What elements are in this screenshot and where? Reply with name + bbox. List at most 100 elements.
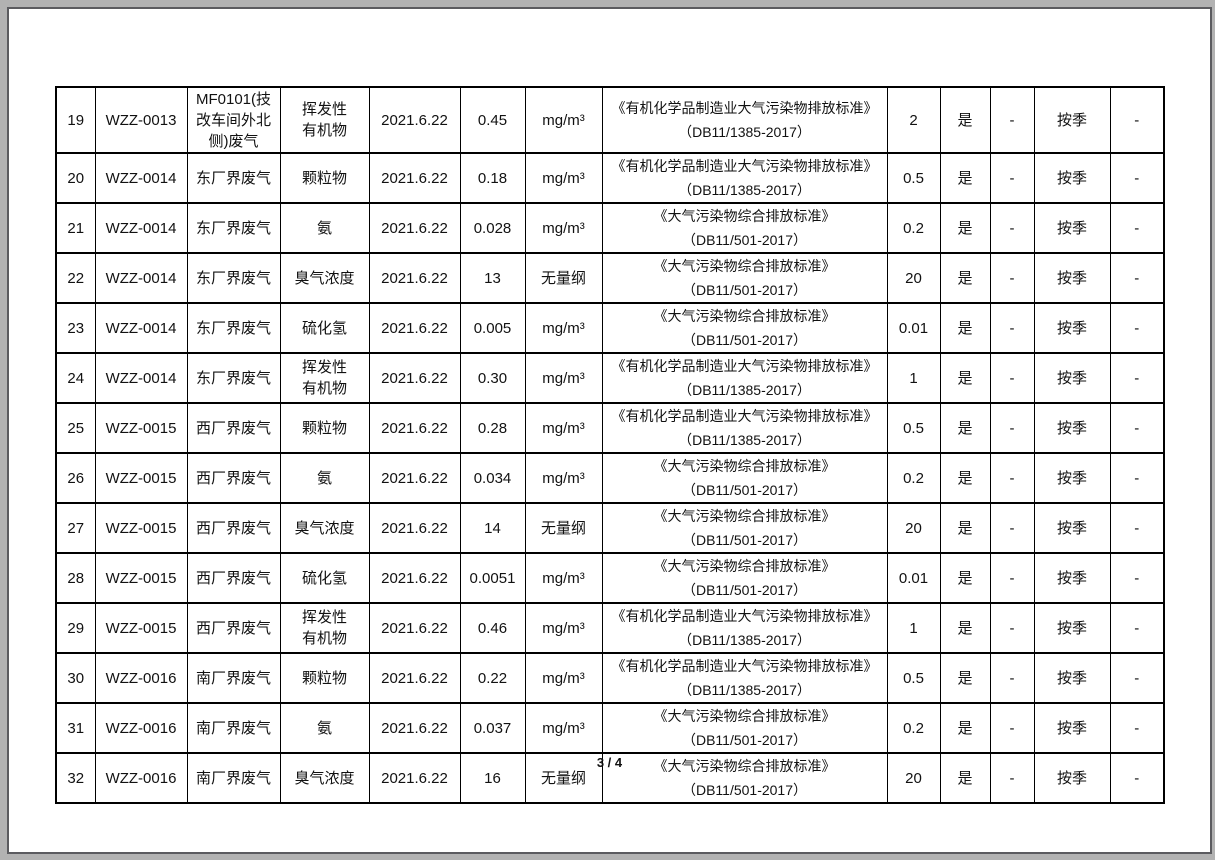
cell-compliant: 是 bbox=[939, 402, 991, 454]
cell-standard: 《有机化学品制造业大气污染物排放标准》 （DB11/1385-2017） bbox=[601, 152, 888, 204]
cell-frequency: 按季 bbox=[1033, 752, 1111, 804]
cell-no: 25 bbox=[55, 402, 96, 454]
cell-no: 26 bbox=[55, 452, 96, 504]
cell-code: WZZ-0014 bbox=[94, 252, 188, 304]
cell-dash2: - bbox=[1109, 352, 1165, 404]
cell-pollutant: 臭气浓度 bbox=[279, 252, 370, 304]
cell-dash1: - bbox=[989, 552, 1035, 604]
cell-unit: mg/m³ bbox=[524, 402, 603, 454]
cell-no: 30 bbox=[55, 652, 96, 704]
monitoring-results-table: 19 WZZ-0013 MF0101(技 改车间外北 侧)废气 挥发性 有机物 2021… bbox=[55, 86, 1165, 804]
cell-dash2: - bbox=[1109, 302, 1165, 354]
cell-frequency: 按季 bbox=[1033, 86, 1111, 154]
cell-no: 21 bbox=[55, 202, 96, 254]
cell-no: 24 bbox=[55, 352, 96, 404]
cell-location: 西厂界废气 bbox=[186, 502, 281, 554]
cell-dash1: - bbox=[989, 352, 1035, 404]
cell-value: 0.28 bbox=[459, 402, 526, 454]
cell-pollutant: 氨 bbox=[279, 702, 370, 754]
cell-code: WZZ-0014 bbox=[94, 152, 188, 204]
table-row: 22 WZZ-0014 东厂界废气 臭气浓度 2021.6.22 13 无量纲 《大气污染物综… bbox=[55, 252, 1165, 304]
cell-unit: mg/m³ bbox=[524, 302, 603, 354]
table-row: 26 WZZ-0015 西厂界废气氨 2021.6.22 0.034 mg/m³ 《大气污染… bbox=[55, 452, 1165, 504]
cell-code: WZZ-0015 bbox=[94, 402, 188, 454]
table-row: 21 WZZ-0014 东厂界废气氨 2021.6.22 0.028 mg/m³ 《大气污染… bbox=[55, 202, 1165, 254]
cell-frequency: 按季 bbox=[1033, 402, 1111, 454]
cell-unit: 无量纲 bbox=[524, 252, 603, 304]
cell-limit: 0.01 bbox=[886, 552, 941, 604]
cell-pollutant: 氨 bbox=[279, 452, 370, 504]
cell-no: 29 bbox=[55, 602, 96, 654]
cell-standard: 《大气污染物综合排放标准》 （DB11/501-2017） bbox=[601, 202, 888, 254]
cell-dash1: - bbox=[989, 86, 1035, 154]
cell-frequency: 按季 bbox=[1033, 652, 1111, 704]
table-row: 19 WZZ-0013 MF0101(技 改车间外北 侧)废气 挥发性 有机物 2021… bbox=[55, 86, 1165, 154]
cell-date: 2021.6.22 bbox=[368, 252, 461, 304]
cell-code: WZZ-0014 bbox=[94, 302, 188, 354]
cell-standard: 《大气污染物综合排放标准》 （DB11/501-2017） bbox=[601, 752, 888, 804]
cell-dash1: - bbox=[989, 602, 1035, 654]
cell-frequency: 按季 bbox=[1033, 502, 1111, 554]
cell-no: 22 bbox=[55, 252, 96, 304]
cell-unit: 无量纲 bbox=[524, 502, 603, 554]
cell-value: 0.45 bbox=[459, 86, 526, 154]
cell-standard: 《大气污染物综合排放标准》 （DB11/501-2017） bbox=[601, 702, 888, 754]
document-page: 19 WZZ-0013 MF0101(技 改车间外北 侧)废气 挥发性 有机物 2021… bbox=[7, 7, 1212, 854]
cell-compliant: 是 bbox=[939, 86, 991, 154]
cell-frequency: 按季 bbox=[1033, 252, 1111, 304]
cell-compliant: 是 bbox=[939, 302, 991, 354]
cell-value: 0.30 bbox=[459, 352, 526, 404]
cell-limit: 0.2 bbox=[886, 702, 941, 754]
cell-date: 2021.6.22 bbox=[368, 402, 461, 454]
cell-code: WZZ-0015 bbox=[94, 502, 188, 554]
table-row: 24 WZZ-0014 东厂界废气 挥发性 有机物 2021.6.22 0.30 mg/m³… bbox=[55, 352, 1165, 404]
cell-dash1: - bbox=[989, 452, 1035, 504]
cell-limit: 20 bbox=[886, 252, 941, 304]
cell-value: 13 bbox=[459, 252, 526, 304]
cell-pollutant: 氨 bbox=[279, 202, 370, 254]
cell-value: 0.46 bbox=[459, 602, 526, 654]
cell-code: WZZ-0015 bbox=[94, 602, 188, 654]
cell-location: 西厂界废气 bbox=[186, 402, 281, 454]
cell-unit: mg/m³ bbox=[524, 652, 603, 704]
cell-limit: 1 bbox=[886, 352, 941, 404]
cell-dash2: - bbox=[1109, 402, 1165, 454]
cell-location: 东厂界废气 bbox=[186, 302, 281, 354]
table-row: 23 WZZ-0014 东厂界废气 硫化氢 2021.6.22 0.005 mg/m³ 《大气… bbox=[55, 302, 1165, 354]
cell-frequency: 按季 bbox=[1033, 352, 1111, 404]
cell-compliant: 是 bbox=[939, 452, 991, 504]
cell-pollutant: 挥发性 有机物 bbox=[279, 86, 370, 154]
cell-unit: 无量纲 bbox=[524, 752, 603, 804]
cell-value: 0.034 bbox=[459, 452, 526, 504]
cell-code: WZZ-0016 bbox=[94, 702, 188, 754]
cell-unit: mg/m³ bbox=[524, 602, 603, 654]
cell-standard: 《有机化学品制造业大气污染物排放标准》 （DB11/1385-2017） bbox=[601, 86, 888, 154]
cell-limit: 20 bbox=[886, 752, 941, 804]
cell-no: 23 bbox=[55, 302, 96, 354]
cell-no: 27 bbox=[55, 502, 96, 554]
cell-location: 西厂界废气 bbox=[186, 602, 281, 654]
cell-value: 0.22 bbox=[459, 652, 526, 704]
cell-code: WZZ-0014 bbox=[94, 352, 188, 404]
table-row: 25 WZZ-0015 西厂界废气 颗粒物 2021.6.22 0.28 mg/m³ 《有机化… bbox=[55, 402, 1165, 454]
cell-pollutant: 臭气浓度 bbox=[279, 752, 370, 804]
cell-dash2: - bbox=[1109, 202, 1165, 254]
cell-compliant: 是 bbox=[939, 202, 991, 254]
cell-location: 西厂界废气 bbox=[186, 552, 281, 604]
cell-value: 0.0051 bbox=[459, 552, 526, 604]
table-row: 29 WZZ-0015 西厂界废气 挥发性 有机物 2021.6.22 0.46 mg/m³… bbox=[55, 602, 1165, 654]
cell-code: WZZ-0016 bbox=[94, 652, 188, 704]
cell-date: 2021.6.22 bbox=[368, 86, 461, 154]
cell-unit: mg/m³ bbox=[524, 152, 603, 204]
cell-limit: 0.2 bbox=[886, 452, 941, 504]
cell-limit: 1 bbox=[886, 602, 941, 654]
cell-limit: 0.01 bbox=[886, 302, 941, 354]
cell-standard: 《有机化学品制造业大气污染物排放标准》 （DB11/1385-2017） bbox=[601, 402, 888, 454]
cell-standard: 《有机化学品制造业大气污染物排放标准》 （DB11/1385-2017） bbox=[601, 352, 888, 404]
cell-date: 2021.6.22 bbox=[368, 502, 461, 554]
cell-dash1: - bbox=[989, 502, 1035, 554]
cell-date: 2021.6.22 bbox=[368, 702, 461, 754]
cell-dash1: - bbox=[989, 652, 1035, 704]
cell-limit: 0.5 bbox=[886, 152, 941, 204]
cell-dash2: - bbox=[1109, 702, 1165, 754]
